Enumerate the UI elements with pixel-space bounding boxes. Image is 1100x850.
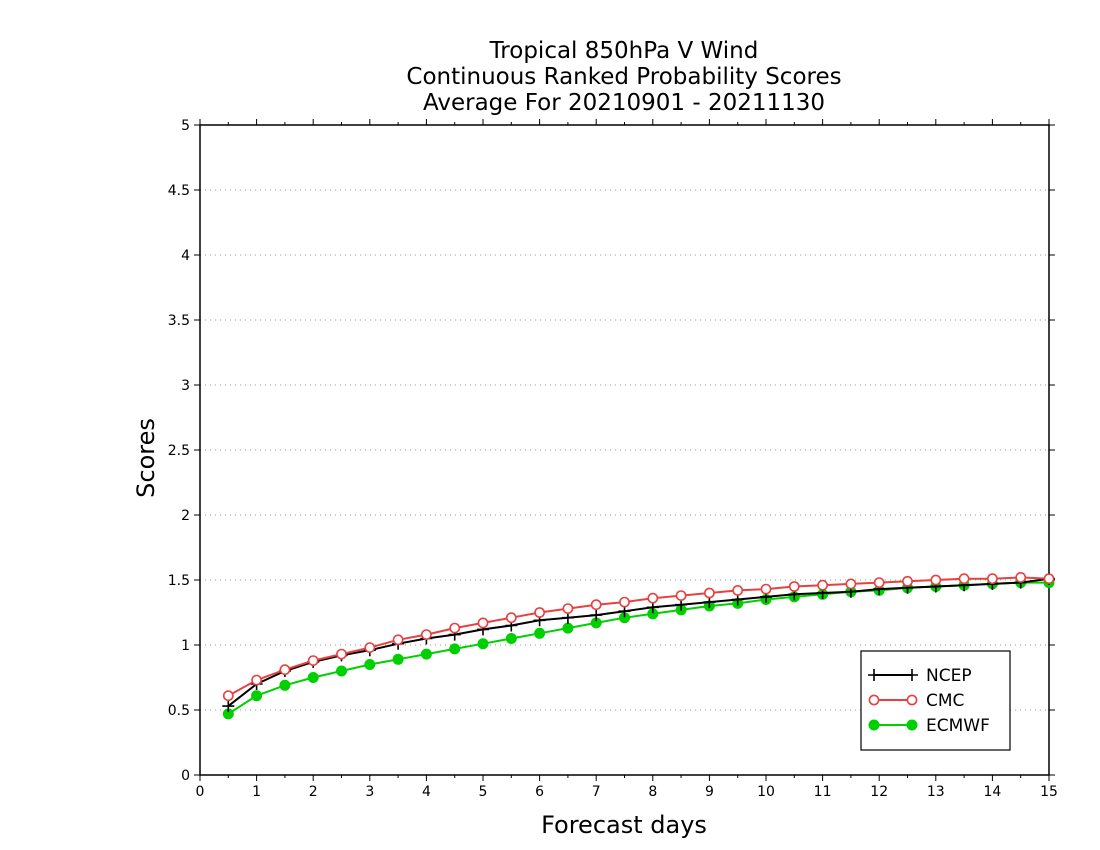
ecmwf-point bbox=[534, 627, 546, 639]
data-series bbox=[222, 572, 1055, 720]
y-tick-label: 1 bbox=[181, 638, 190, 654]
ecmwf-point bbox=[251, 690, 263, 702]
cmc-point bbox=[279, 664, 291, 676]
gridlines bbox=[200, 189, 1049, 711]
x-axis-ticks: 0 1 2 3 4 5 6 7 8 9 10 11 12 13 14 15 bbox=[196, 119, 1058, 800]
x-tick-label: 8 bbox=[648, 784, 657, 800]
cmc-point bbox=[902, 575, 913, 587]
series-cmc bbox=[222, 572, 1055, 702]
cmc-point bbox=[1015, 572, 1027, 583]
legend-label: CMC bbox=[926, 691, 964, 711]
legend-label: NCEP bbox=[926, 666, 972, 686]
x-tick-label: 2 bbox=[309, 784, 318, 800]
legend-ncep-point bbox=[906, 669, 918, 681]
legend-ecmwf-point bbox=[868, 719, 880, 731]
cmc-point bbox=[675, 590, 687, 601]
ecmwf-point bbox=[336, 665, 347, 677]
x-tick-label: 14 bbox=[983, 784, 1001, 800]
y-tick-label: 1.5 bbox=[168, 573, 190, 589]
cmc-point bbox=[590, 599, 602, 611]
cmc-point bbox=[364, 642, 376, 653]
ecmwf-point bbox=[420, 648, 432, 660]
cmc-point bbox=[505, 612, 517, 624]
ecmwf-point bbox=[307, 672, 319, 683]
cmc-point bbox=[732, 585, 744, 596]
ecmwf-point bbox=[477, 638, 489, 650]
legend-item-ecmwf: ECMWF bbox=[868, 716, 990, 736]
title-line: Continuous Ranked Probability Scores bbox=[406, 64, 841, 90]
ecmwf-point bbox=[505, 633, 517, 644]
x-tick-label: 6 bbox=[535, 784, 544, 800]
cmc-point bbox=[449, 622, 461, 634]
x-tick-label: 12 bbox=[870, 784, 888, 800]
legend-cmc-point bbox=[906, 694, 918, 706]
ncep-point bbox=[590, 609, 603, 622]
cmc-point bbox=[251, 674, 262, 686]
cmc-point bbox=[307, 655, 319, 666]
legend-ecmwf-point bbox=[906, 719, 918, 731]
legend-item-cmc: CMC bbox=[868, 691, 964, 711]
x-tick-label: 9 bbox=[705, 784, 714, 800]
x-tick-label: 1 bbox=[252, 784, 261, 800]
ecmwf-point bbox=[392, 653, 404, 665]
cmc-point bbox=[534, 607, 545, 618]
y-tick-label: 2.5 bbox=[168, 443, 190, 459]
title-line: Average For 20210901 - 20211130 bbox=[423, 90, 825, 116]
x-tick-label: 0 bbox=[196, 784, 205, 800]
title-line: Tropical 850hPa V Wind bbox=[489, 38, 759, 64]
cmc-point bbox=[619, 596, 630, 608]
ncep-point bbox=[222, 700, 235, 713]
y-tick-label: 4.5 bbox=[168, 183, 190, 199]
ecmwf-point bbox=[449, 643, 461, 655]
y-tick-label: 3 bbox=[181, 378, 190, 394]
ecmwf-point bbox=[364, 659, 376, 670]
cmc-point bbox=[336, 648, 347, 660]
x-tick-label: 5 bbox=[479, 784, 488, 800]
cmc-point bbox=[477, 617, 489, 629]
y-tick-label: 5 bbox=[181, 118, 190, 134]
cmc-point bbox=[420, 629, 432, 640]
y-axis-label: Scores bbox=[132, 418, 160, 498]
cmc-point bbox=[817, 579, 828, 591]
x-tick-label: 7 bbox=[592, 784, 601, 800]
y-tick-label: 0.5 bbox=[168, 703, 190, 719]
y-tick-label: 4 bbox=[181, 248, 190, 264]
y-tick-label: 0 bbox=[181, 768, 190, 784]
x-tick-label: 13 bbox=[927, 784, 945, 800]
cmc-point bbox=[647, 592, 659, 604]
cmc-point bbox=[562, 603, 574, 614]
x-tick-label: 4 bbox=[422, 784, 431, 800]
cmc-point bbox=[930, 574, 942, 586]
ecmwf-point bbox=[279, 679, 291, 691]
cmc-point bbox=[845, 578, 857, 590]
x-axis-label: Forecast days bbox=[541, 811, 707, 839]
x-tick-label: 11 bbox=[814, 784, 832, 800]
cmc-point bbox=[760, 583, 772, 595]
y-tick-label: 3.5 bbox=[168, 313, 190, 329]
cmc-point bbox=[788, 581, 800, 592]
legend-ncep-point bbox=[868, 669, 880, 681]
legend-label: ECMWF bbox=[926, 716, 990, 736]
cmc-point bbox=[1043, 573, 1055, 585]
ecmwf-point bbox=[562, 622, 574, 634]
cmc-point bbox=[222, 690, 234, 702]
cmc-point bbox=[958, 573, 970, 585]
legend-item-ncep: NCEP bbox=[868, 666, 972, 686]
y-axis-ticks: 0 0.5 1 1.5 2 2.5 3 3.5 4 4.5 5 bbox=[168, 118, 1055, 784]
cmc-point bbox=[392, 634, 404, 646]
legend: NCEP CMC ECMWF bbox=[860, 650, 1011, 751]
cmc-point bbox=[987, 573, 998, 585]
x-tick-label: 3 bbox=[365, 784, 374, 800]
x-tick-label: 10 bbox=[757, 784, 775, 800]
legend-cmc-point bbox=[868, 694, 880, 706]
cmc-point bbox=[873, 577, 885, 588]
cmc-point bbox=[704, 587, 715, 599]
y-tick-label: 2 bbox=[181, 508, 190, 524]
x-tick-label: 15 bbox=[1040, 784, 1058, 800]
